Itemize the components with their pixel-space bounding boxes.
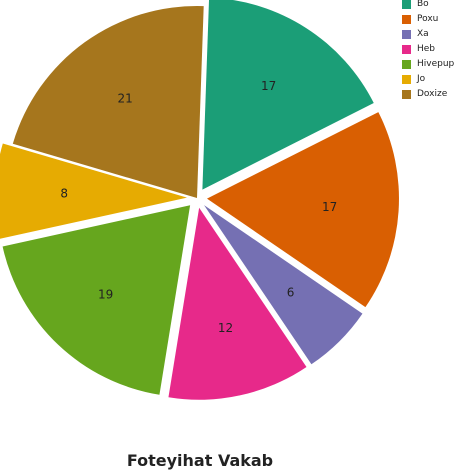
legend-swatch <box>402 0 411 9</box>
pie-chart-svg: 17 17 6 12 19 8 21 <box>0 0 399 400</box>
chart-title: Foteyihat Vakab <box>126 451 274 470</box>
pie-slice-doxize <box>12 5 204 198</box>
pie-label-poxu: 17 <box>322 200 337 214</box>
pie-label-doxize: 21 <box>117 91 132 105</box>
pie-label-jo: 8 <box>60 186 68 200</box>
pie-label-bo: 17 <box>261 79 276 93</box>
legend-swatch <box>402 60 411 69</box>
pie-slice-bo <box>202 0 374 190</box>
pie-slice-jo <box>0 143 188 239</box>
legend-label: Bo <box>417 0 429 9</box>
legend-item-heb: Heb <box>400 44 457 56</box>
pie-label-hivepup: 19 <box>98 288 113 302</box>
legend-label: Xa <box>417 29 429 39</box>
pie-label-xa: 6 <box>287 285 295 299</box>
legend-label: Poxu <box>417 14 439 24</box>
legend-swatch <box>402 45 411 54</box>
legend-label: Jo <box>417 74 426 84</box>
pie-slice-poxu <box>206 112 399 308</box>
legend-swatch <box>402 75 411 84</box>
legend-swatch <box>402 15 411 24</box>
legend-item-jo: Jo <box>400 74 457 86</box>
legend-item-hivepup: Hivepup <box>400 59 457 71</box>
legend-label: Hivepup <box>417 59 455 69</box>
pie-slice-hivepup <box>2 205 191 395</box>
legend-label: Heb <box>417 44 436 54</box>
legend-label: Doxize <box>417 89 448 99</box>
legend-swatch <box>402 30 411 39</box>
legend-item-doxize: Doxize <box>400 89 457 101</box>
legend-swatch <box>402 90 411 99</box>
pie-label-heb: 12 <box>218 321 233 335</box>
pie-slice-heb <box>168 207 307 400</box>
pie-slice-xa <box>204 205 363 365</box>
legend-item-xa: Xa <box>400 29 457 41</box>
legend-item-bo: Bo <box>400 0 457 11</box>
legend-item-poxu: Poxu <box>400 14 457 26</box>
